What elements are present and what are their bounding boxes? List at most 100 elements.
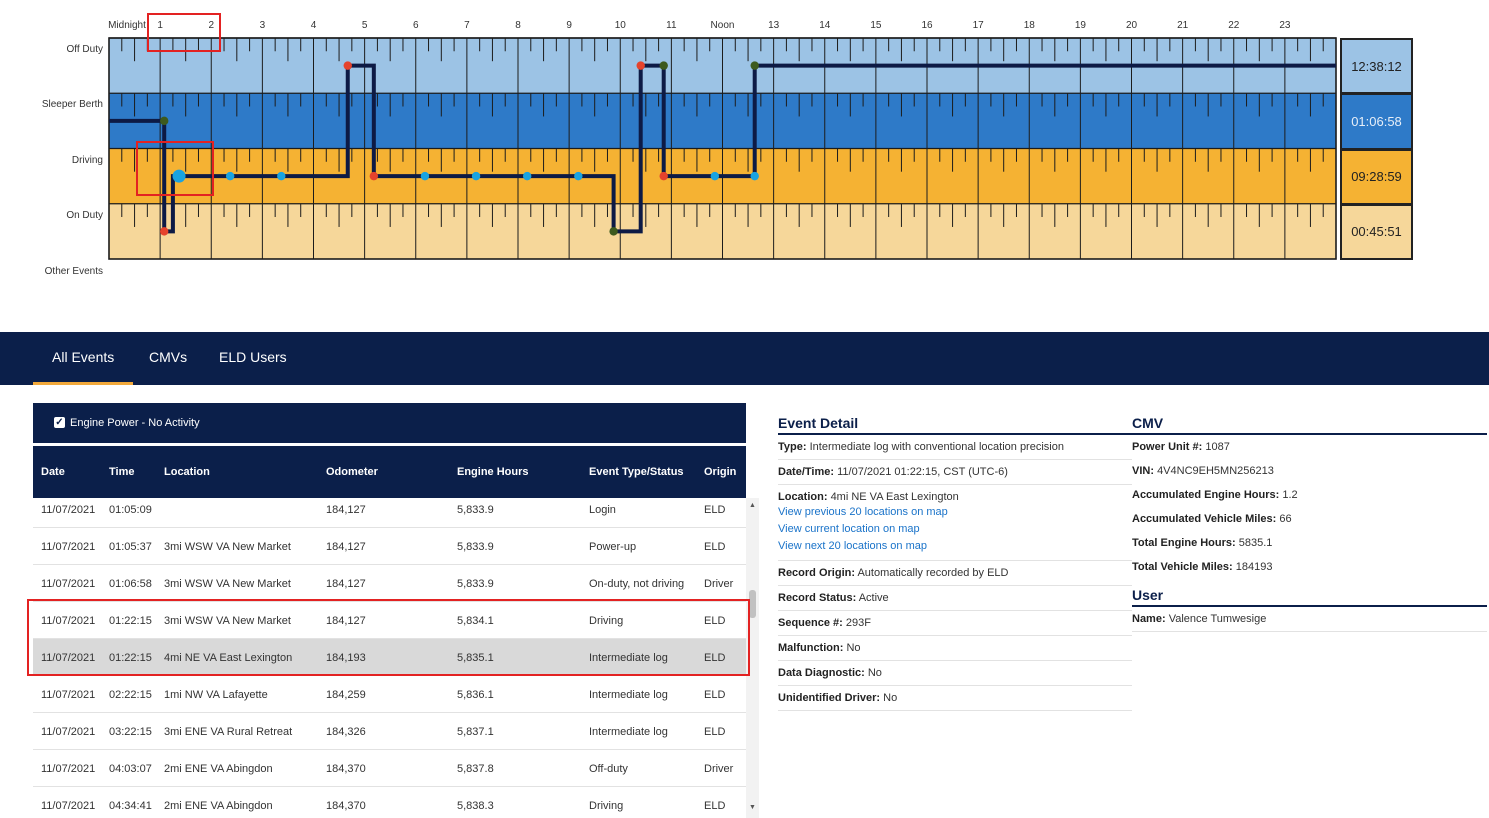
cell-origin: Driver: [704, 763, 734, 775]
status-row-label: Off Duty: [66, 44, 104, 55]
table-row[interactable]: 11/07/2021 04:34:41 2mi ENE VA Abingdon 184…: [33, 787, 746, 818]
cell-engine-hours: 5,837.1: [457, 726, 494, 738]
cell-engine-hours: 5,833.9: [457, 578, 494, 590]
table-scrollbar[interactable]: ▲ ▼: [746, 498, 759, 818]
table-row[interactable]: 11/07/2021 03:22:15 3mi ENE VA Rural Retre…: [33, 713, 746, 750]
cell-origin: ELD: [704, 504, 726, 516]
cell-time: 04:03:07: [109, 763, 152, 775]
cell-event: Intermediate log: [589, 652, 668, 664]
column-header-date[interactable]: Date: [41, 466, 65, 478]
hour-label: 22: [1228, 20, 1240, 31]
cell-odometer: 184,127: [326, 578, 366, 590]
cell-odometer: 184,370: [326, 763, 366, 775]
hour-label: 21: [1177, 20, 1189, 31]
event-marker: [343, 61, 352, 70]
event-detail-title: Event Detail: [778, 415, 1132, 435]
event-marker: [420, 171, 430, 181]
hour-label: Noon: [710, 20, 735, 31]
user-title: User: [1132, 587, 1487, 607]
column-header-event-type[interactable]: Event Type/Status: [589, 466, 684, 478]
view-current-location-link[interactable]: View current location on map: [778, 523, 920, 535]
detail-location: Location: 4mi NE VA East Lexington View …: [778, 485, 1132, 561]
table-row[interactable]: 11/07/2021 01:05:37 3mi WSW VA New Market 1…: [33, 528, 746, 565]
engine-power-checkbox[interactable]: ✓: [54, 417, 65, 428]
tab-cmvs[interactable]: CMVs: [149, 349, 188, 365]
hour-label: 23: [1279, 20, 1291, 31]
duty-status-line: [109, 63, 1336, 234]
cell-date: 11/07/2021: [41, 726, 96, 738]
table-body: 11/07/2021 01:05:09 184,127 5,833.9 Login ELD…: [33, 498, 746, 818]
cell-event: Driving: [589, 615, 624, 627]
cell-event: Off-duty: [589, 763, 628, 775]
cell-event: On-duty, not driving: [589, 578, 685, 590]
cell-time: 02:22:15: [109, 689, 152, 701]
column-header-odometer[interactable]: Odometer: [326, 466, 378, 478]
column-header-engine-hours[interactable]: Engine Hours: [457, 466, 529, 478]
status-row-label: Driving: [71, 154, 103, 166]
column-header-location[interactable]: Location: [164, 466, 210, 478]
scroll-up-icon[interactable]: ▲: [749, 502, 756, 509]
column-header-time[interactable]: Time: [109, 466, 135, 478]
cell-location: 2mi ENE VA Abingdon: [164, 800, 273, 812]
cell-odometer: 184,193: [326, 652, 366, 664]
hour-label: 3: [259, 20, 266, 31]
cell-time: 01:06:58: [109, 578, 152, 590]
view-next-locations-link[interactable]: View next 20 locations on map: [778, 540, 927, 552]
cell-odometer: 184,127: [326, 504, 366, 516]
tab-bar: All Events CMVs ELD Users: [0, 332, 1489, 385]
hour-label: 9: [566, 20, 572, 31]
event-marker: [636, 61, 645, 70]
duty-status-graph: Midnight 1 2 3 4 5 6 7 8 9 10 11 Noon 13 14 15 16 17 18 19 2…: [0, 0, 1489, 300]
scroll-down-icon[interactable]: ▼: [749, 804, 756, 811]
cell-engine-hours: 5,836.1: [457, 689, 494, 701]
status-total: 12:38:12: [1340, 38, 1413, 95]
table-row[interactable]: 11/07/2021 01:06:58 3mi WSW VA New Market 1…: [33, 565, 746, 602]
hour-label: 15: [870, 20, 882, 31]
scrollbar-thumb[interactable]: [749, 590, 756, 618]
cell-engine-hours: 5,837.8: [457, 763, 494, 775]
column-header-origin[interactable]: Origin: [704, 466, 737, 478]
status-total: 09:28:59: [1340, 148, 1413, 205]
cmv-title: CMV: [1132, 415, 1487, 435]
cell-date: 11/07/2021: [41, 689, 96, 701]
hour-label: 19: [1074, 20, 1086, 31]
event-marker: [160, 116, 169, 126]
event-marker: [710, 171, 720, 181]
detail-sequence: Sequence #: 293F: [778, 611, 1132, 636]
cmv-vin: VIN: 4V4NC9EH5MN256213: [1132, 465, 1274, 477]
table-header: Date Time Location Odometer Engine Hours…: [33, 446, 746, 498]
table-row[interactable]: 11/07/2021 04:03:07 2mi ENE VA Abingdon 184…: [33, 750, 746, 787]
cell-time: 04:34:41: [109, 800, 152, 812]
cell-odometer: 184,127: [326, 541, 366, 553]
event-marker: [160, 227, 169, 236]
status-total: 00:45:51: [1340, 203, 1413, 260]
cell-time: 03:22:15: [109, 726, 152, 738]
table-row[interactable]: 11/07/2021 01:22:15 3mi WSW VA New Market 1…: [33, 602, 746, 639]
cell-engine-hours: 5,833.9: [457, 504, 494, 516]
cell-location: 1mi NW VA Lafayette: [164, 689, 268, 701]
tab-eld-users[interactable]: ELD Users: [219, 349, 287, 365]
cell-location: 2mi ENE VA Abingdon: [164, 763, 273, 775]
view-previous-locations-link[interactable]: View previous 20 locations on map: [778, 506, 948, 518]
cell-origin: ELD: [704, 800, 726, 812]
event-marker: [574, 171, 583, 181]
cmv-panel: CMV Power Unit #: 1087 VIN: 4V4NC9EH5MN2…: [1132, 415, 1487, 632]
event-marker: [750, 171, 759, 181]
status-total: 01:06:58: [1340, 93, 1413, 150]
tab-all-events[interactable]: All Events: [33, 332, 134, 385]
hour-label: 8: [515, 20, 521, 31]
cell-event: Power-up: [589, 541, 637, 553]
detail-record-origin: Record Origin: Automatically recorded by…: [778, 561, 1132, 586]
cell-time: 01:05:37: [109, 541, 152, 553]
hour-label: 6: [412, 20, 419, 31]
cell-event: Login: [589, 504, 616, 516]
other-events-label: Other Events: [44, 266, 103, 277]
spacer: [1132, 579, 1487, 587]
table-row[interactable]: 11/07/2021 01:22:15 4mi NE VA East Lexingt…: [33, 639, 746, 676]
table-row[interactable]: 11/07/2021 02:22:15 1mi NW VA Lafayette 184…: [33, 676, 746, 713]
table-row[interactable]: 11/07/2021 01:05:09 184,127 5,833.9 Login ELD: [33, 498, 746, 528]
event-marker: [659, 61, 668, 70]
cell-origin: Driver: [704, 578, 734, 590]
cell-odometer: 184,326: [326, 726, 366, 738]
cell-date: 11/07/2021: [41, 541, 96, 553]
